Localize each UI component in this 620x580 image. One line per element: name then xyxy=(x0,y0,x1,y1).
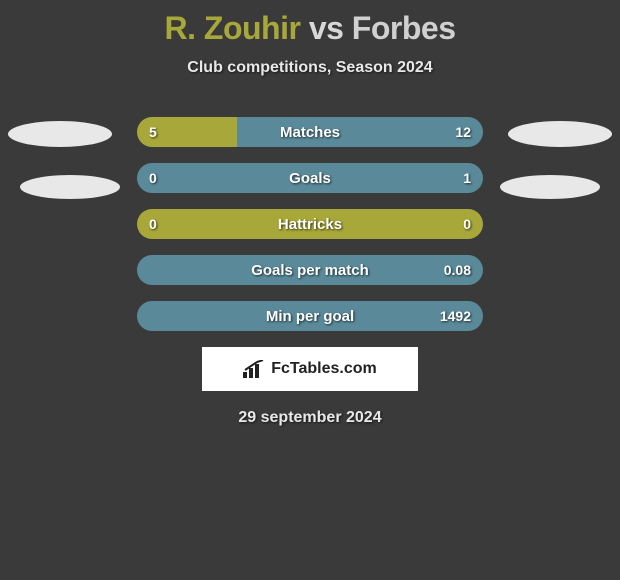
comparison-area: 512Matches 01Goals 00Hattricks 0.08Goals pe… xyxy=(0,117,620,331)
stat-rows: 512Matches 01Goals 00Hattricks 0.08Goals pe… xyxy=(137,117,483,331)
stat-label: Matches xyxy=(137,124,483,141)
decor-ellipse-left-1 xyxy=(8,121,112,147)
stat-label: Hattricks xyxy=(137,216,483,233)
date-text: 29 september 2024 xyxy=(0,409,620,427)
chart-icon xyxy=(243,360,265,378)
decor-ellipse-left-2 xyxy=(20,175,120,199)
subtitle: Club competitions, Season 2024 xyxy=(0,59,620,77)
stat-label: Min per goal xyxy=(137,308,483,325)
stat-row: 1492Min per goal xyxy=(137,301,483,331)
decor-ellipse-right-2 xyxy=(500,175,600,199)
decor-ellipse-right-1 xyxy=(508,121,612,147)
stat-label: Goals per match xyxy=(137,262,483,279)
stat-row: 00Hattricks xyxy=(137,209,483,239)
stat-row: 512Matches xyxy=(137,117,483,147)
branding-badge: FcTables.com xyxy=(202,347,418,391)
stat-label: Goals xyxy=(137,170,483,187)
player2-name: Forbes xyxy=(352,10,456,46)
vs-text: vs xyxy=(309,10,344,46)
page-title: R. Zouhir vs Forbes xyxy=(0,0,620,47)
branding-text: FcTables.com xyxy=(271,360,377,378)
stat-row: 01Goals xyxy=(137,163,483,193)
stat-row: 0.08Goals per match xyxy=(137,255,483,285)
comparison-infographic: R. Zouhir vs Forbes Club competitions, S… xyxy=(0,0,620,580)
player1-name: R. Zouhir xyxy=(165,10,301,46)
